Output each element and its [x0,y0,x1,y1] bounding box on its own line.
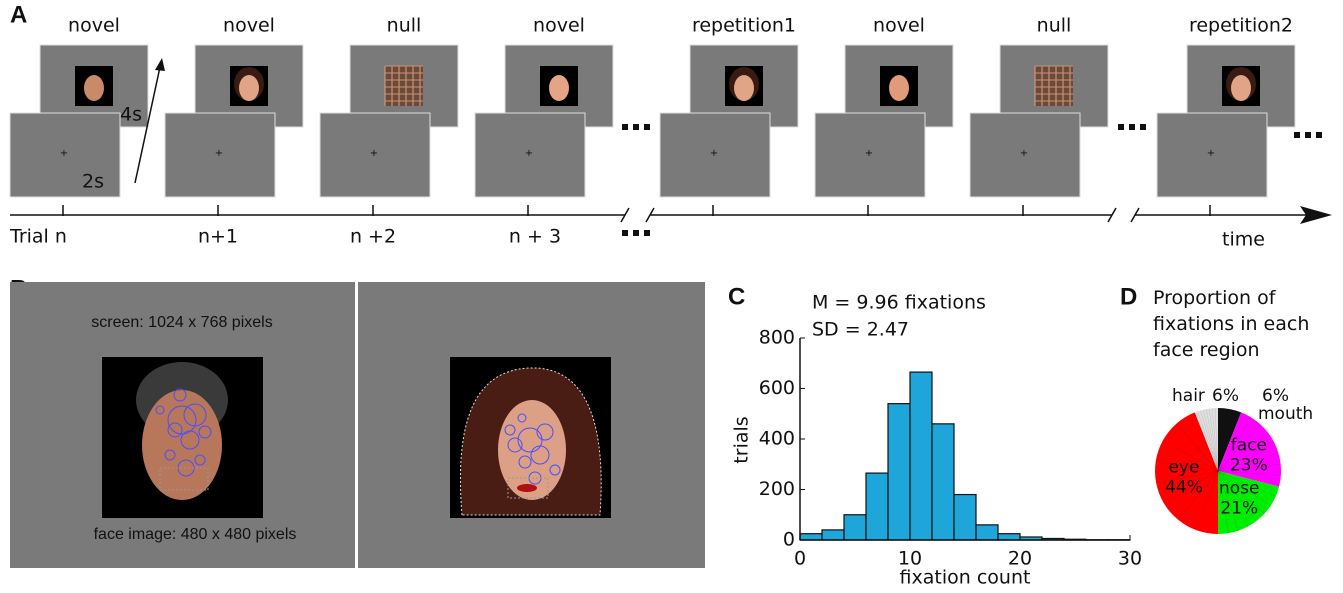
x-tick-label: 0 [794,548,806,570]
bar [844,515,866,540]
pie-title: Proportion of fixations in each face reg… [1153,285,1338,363]
slice-value: 21% [1220,498,1258,518]
trial-label: repetition2 [1189,15,1293,37]
face [1231,75,1251,101]
timeline-label: n + 3 [509,226,561,248]
y-tick-label: 600 [759,377,795,399]
bar [888,404,910,540]
bar [910,372,932,540]
fixation-cross: + [60,148,68,159]
y-tick-label: 200 [759,478,795,500]
trial-label: novel [223,15,275,37]
panel-label: A [10,1,27,28]
ellipsis-dot [1305,132,1311,138]
face [549,75,569,101]
x-axis-label: fixation count [900,567,1031,589]
fixation-cross: + [215,148,223,159]
ellipsis-dot [622,230,628,236]
trial-label: novel [533,15,585,37]
ellipsis-dot [1294,132,1300,138]
ellipsis-dot [1118,124,1124,130]
bar [866,473,888,540]
y-tick-label: 400 [759,428,795,450]
ellipsis-dot [633,124,639,130]
trial-label: null [387,15,422,37]
timeline-label: n +2 [350,226,396,248]
bar [998,534,1020,540]
bar [800,534,822,540]
time-label: time [1222,229,1265,251]
duration: 2s [82,171,104,193]
noise-image [385,66,423,106]
fixation-cross: + [865,148,873,159]
slice-name: mouth [1258,404,1313,424]
ellipsis-dot [1140,124,1146,130]
annotation: M = 9.96 fixations [812,292,986,314]
slice-value: 23% [1230,455,1268,475]
duration: 4s [120,104,142,126]
ellipsis-dot [644,124,650,130]
bar [822,530,844,540]
face [84,75,104,101]
slice-name: nose [1219,478,1260,498]
page: {"panel_a": {"label": "A", "trials": ["n… [0,0,1343,589]
trial-label: novel [873,15,925,37]
screen-label: screen: 1024 x 768 pixels [91,314,272,331]
ellipsis-dot [633,230,639,236]
timeline-label: n+1 [198,226,238,248]
trial-label: repetition1 [692,15,796,37]
slice-name: face [1231,435,1267,455]
fixation-cross: + [1020,148,1028,159]
fixation-cross: + [370,148,378,159]
slice-value: 6% [1262,386,1289,406]
slice-value: 44% [1165,477,1203,497]
ellipsis-dot [622,124,628,130]
bar [976,525,998,540]
y-tick-label: 800 [759,327,795,349]
x-tick-label: 30 [1118,548,1142,570]
slice-name: eye [1168,457,1199,477]
slice-name: hair [1172,386,1205,406]
face [734,75,754,101]
face [889,75,909,101]
ellipsis-dot [1316,132,1322,138]
bar [932,424,954,540]
trial-label: null [1037,15,1072,37]
annotation: SD = 2.47 [812,319,909,341]
face [239,75,259,101]
ellipsis-dot [1129,124,1135,130]
panel-label: C [728,283,745,310]
noise-image [1035,66,1073,106]
fixation-cross: + [525,148,533,159]
trial-label: novel [68,15,120,37]
fixation-cross: + [710,148,718,159]
arrowhead [155,58,165,71]
figure: A B novel+novel+null+novel+repetition1+n… [0,0,1343,589]
panel-label: D [1120,283,1137,310]
bar [954,495,976,540]
timeline-label: Trial n [9,226,67,248]
y-axis-label: trials [731,416,753,463]
lips [517,484,537,492]
ellipsis-dot [644,230,650,236]
image-label: face image: 480 x 480 pixels [94,526,297,543]
fixation-cross: + [1207,148,1215,159]
slice-value: 6% [1212,386,1239,406]
